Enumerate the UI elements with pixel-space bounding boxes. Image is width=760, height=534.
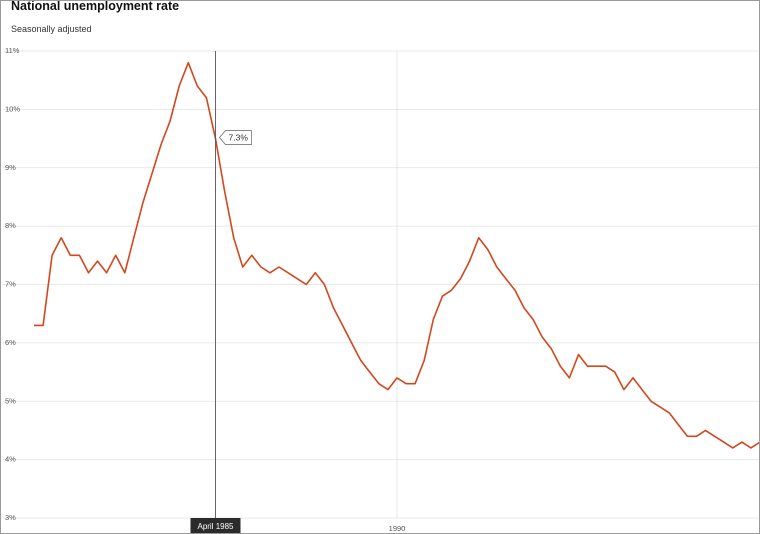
x-tick-labels: 1990 [389, 524, 406, 533]
y-tick-label: 8% [5, 221, 16, 230]
y-tick-label: 5% [5, 396, 16, 405]
series-line-unemployment [34, 61, 759, 449]
y-tick-labels: 3% 4% 5% 6% 7% 8% 9% 10% 11% [5, 46, 20, 522]
cursor-date-box [190, 518, 241, 533]
y-tick-label: 11% [5, 46, 20, 55]
y-tick-label: 9% [5, 163, 16, 172]
y-tick-label: 6% [5, 338, 16, 347]
y-gridlines [3, 50, 759, 519]
y-tick-label: 3% [5, 513, 16, 522]
tooltip-value: 7.3% [229, 133, 249, 143]
tooltip-box [218, 130, 252, 145]
chart-title: National unemployment rate [11, 0, 180, 13]
y-tick-label: 7% [5, 280, 16, 289]
cursor-date-tag: April 1985 [190, 518, 241, 533]
y-tick-label: 10% [5, 104, 20, 113]
x-tick-label: 1990 [389, 524, 406, 533]
chart-subtitle: Seasonally adjusted [11, 24, 92, 34]
cursor-date-label: April 1985 [197, 522, 234, 531]
value-tooltip: 7.3% [218, 130, 252, 145]
y-tick-label: 4% [5, 455, 16, 464]
